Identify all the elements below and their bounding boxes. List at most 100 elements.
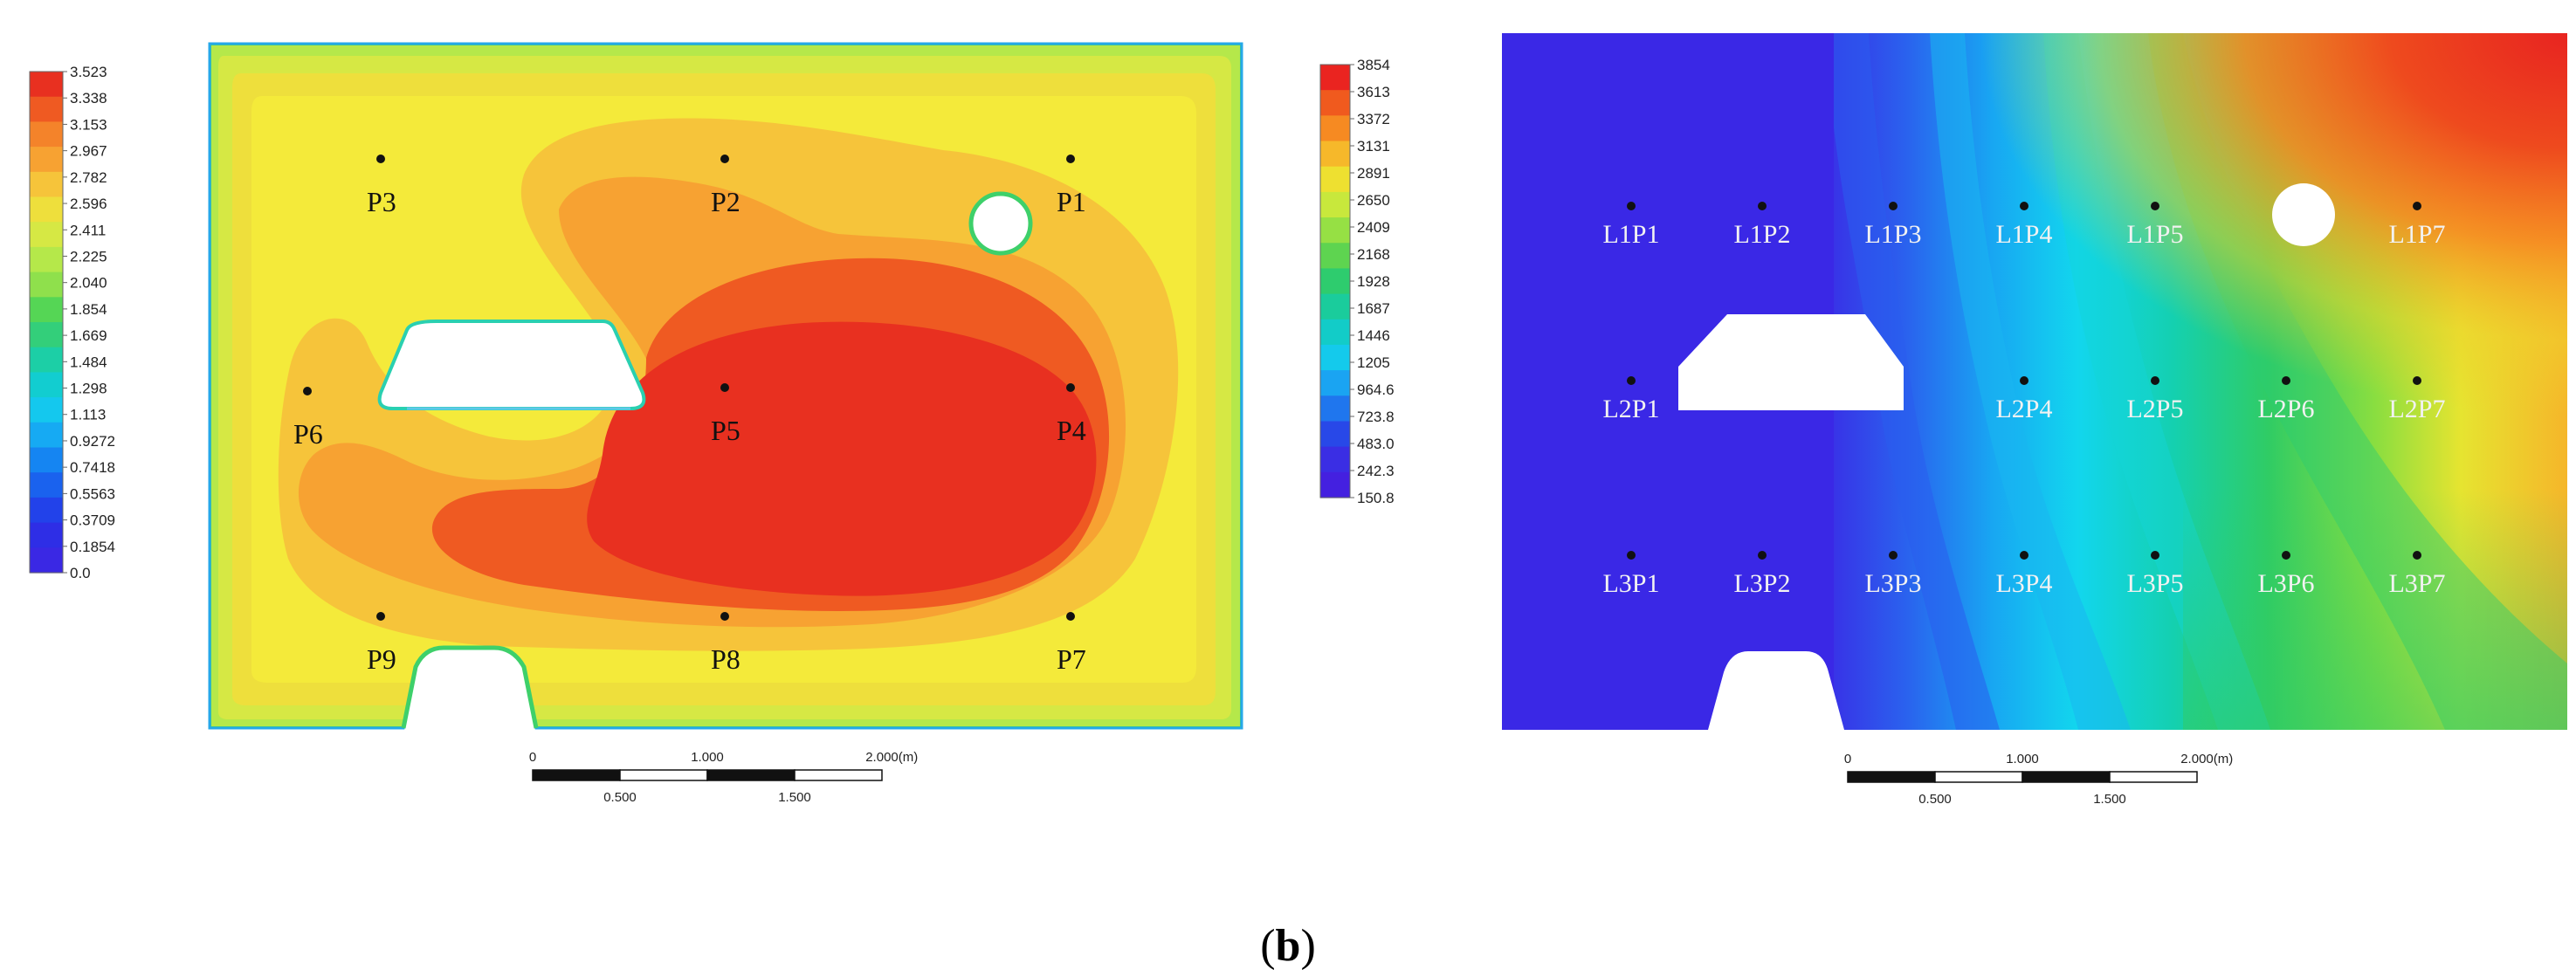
- monitor-point-label: P3: [367, 186, 396, 217]
- colorbar-band: [30, 497, 63, 524]
- colorbar-band: [1320, 243, 1350, 270]
- monitor-point-marker: [2151, 202, 2159, 210]
- scale-bar-unit: (m): [899, 750, 919, 765]
- colorbar-tick-label: 964.6: [1357, 381, 1395, 398]
- colorbar-band: [30, 147, 63, 173]
- scale-bar-segment: [706, 769, 796, 781]
- colorbar-band: [1320, 166, 1350, 193]
- colorbar-band: [30, 322, 63, 348]
- colorbar-tick-label: 1.669: [70, 327, 107, 344]
- colorbar-tick-label: 2.040: [70, 275, 107, 292]
- colorbar-tick-label: 2891: [1357, 165, 1390, 182]
- scale-bar-label: 2.000: [2180, 752, 2214, 766]
- colorbar-tick-label: 2650: [1357, 192, 1390, 209]
- colorbar-band: [30, 196, 63, 223]
- colorbar-tick-label: 0.9272: [70, 433, 115, 450]
- colorbar-band: [30, 372, 63, 398]
- colorbar-band: [30, 522, 63, 548]
- scale-bar-label: 1.000: [2006, 752, 2039, 766]
- colorbar-tick-label: 2.411: [70, 222, 106, 238]
- colorbar-band: [1320, 217, 1350, 244]
- monitor-point-marker: [1627, 376, 1636, 385]
- colorbar-tick-label: 1.854: [70, 301, 107, 318]
- colorbar-band: [1320, 319, 1350, 346]
- monitor-point-label: L3P3: [1864, 569, 1921, 598]
- velocity-colorbar: 3.523 3.338 3.153 2.967 2.782 2.596 2.411 2.225…: [29, 64, 115, 581]
- colorbar-band: [1320, 471, 1350, 498]
- monitor-point-label: L2P7: [2388, 395, 2445, 423]
- scale-bar-segment: [2109, 771, 2198, 783]
- band-7: [587, 321, 1097, 596]
- monitor-point-marker: [1758, 551, 1767, 560]
- monitor-point-marker: [2413, 551, 2421, 560]
- scale-bar-segment: [1934, 771, 2023, 783]
- monitor-point-marker: [720, 155, 729, 163]
- monitor-point-marker: [1889, 202, 1898, 210]
- colorbar-band: [1320, 370, 1350, 396]
- colorbar-tick-label: 3613: [1357, 84, 1390, 100]
- colorbar-tick-label: 3.338: [70, 90, 107, 107]
- scale-bar-segment: [1847, 771, 1936, 783]
- colorbar-tick-label: 723.8: [1357, 409, 1395, 425]
- colorbar-band: [1320, 65, 1350, 91]
- colorbar-band: [30, 347, 63, 373]
- colorbar-tick-label: 0.3709: [70, 512, 115, 529]
- monitor-point-label: P7: [1057, 643, 1086, 675]
- colorbar-tick-label: 1.298: [70, 381, 107, 397]
- monitor-point-label: P1: [1057, 186, 1086, 217]
- monitor-point-marker: [2413, 376, 2421, 385]
- colorbar-tick-label: 483.0: [1357, 436, 1395, 452]
- colorbar-band: [30, 121, 63, 148]
- monitor-point-marker: [1889, 551, 1898, 560]
- scale-bar-label: 0.500: [1918, 792, 1952, 807]
- monitor-point-label: L2P4: [1995, 395, 2052, 423]
- monitor-point-label: L3P1: [1602, 569, 1659, 598]
- colorbar-tick-label: 2.225: [70, 248, 107, 265]
- colorbar-tick-label: 2.596: [70, 196, 107, 212]
- monitor-point-marker: [2151, 376, 2159, 385]
- colorbar-tick-label: 2409: [1357, 219, 1390, 236]
- colorbar-tick-label: 3.523: [70, 64, 107, 80]
- colorbar-band: [1320, 90, 1350, 116]
- colorbar-tick-label: 0.1854: [70, 539, 115, 555]
- colorbar-band: [1320, 115, 1350, 142]
- monitor-point-label: L3P5: [2126, 569, 2183, 598]
- colorbar-tick-label: 3372: [1357, 111, 1390, 127]
- concentration-contour-plot: L1P1 L1P2 L1P3 L1P4 L1P5 L1P7 L2P1 L2P4 L2P5 L2P6…: [1502, 33, 2567, 730]
- scale-bar-label: 1.500: [778, 790, 811, 805]
- colorbar-tick-label: 2.967: [70, 143, 107, 160]
- colorbar-band: [1320, 293, 1350, 320]
- colorbar-band: [30, 297, 63, 323]
- colorbar-band: [30, 472, 63, 498]
- colorbar-band: [30, 447, 63, 473]
- monitor-point-label: P8: [711, 643, 740, 675]
- monitor-point-marker: [2020, 551, 2028, 560]
- colorbar-band: [30, 271, 63, 298]
- scale-bar-left: 0 1.000 2.000 (m) 0.500 1.500: [529, 750, 918, 805]
- colorbar-tick-label: 242.3: [1357, 463, 1395, 479]
- colorbar-tick-label: 3.153: [70, 116, 107, 133]
- monitor-point-label: L1P5: [2126, 220, 2183, 249]
- colorbar-band: [1320, 395, 1350, 423]
- scale-bar-segment: [619, 769, 708, 781]
- obstacle-trapezoid: [377, 320, 646, 410]
- monitor-point-marker: [720, 612, 729, 621]
- colorbar-band: [30, 222, 63, 248]
- colorbar-tick-label: 0.7418: [70, 459, 115, 476]
- pillar-circle: [2272, 183, 2335, 246]
- monitor-point-marker: [2020, 202, 2028, 210]
- monitor-point-marker: [2020, 376, 2028, 385]
- colorbar-band: [30, 72, 63, 98]
- concentration-colorbar: 3854 3613 3372 3131 2891 2650 2409 2168 1928 1687…: [1319, 57, 1395, 506]
- velocity-contour-plot: P1 P2 P3 P4 P5 P6 P7 P8 P9: [208, 42, 1243, 730]
- colorbar-band: [1320, 421, 1350, 448]
- monitor-point-label: L2P1: [1602, 395, 1659, 423]
- monitor-point-label: P4: [1057, 415, 1086, 446]
- monitor-point-marker: [303, 387, 312, 395]
- monitor-point-label: L3P6: [2257, 569, 2314, 598]
- colorbar-tick-label: 1446: [1357, 327, 1390, 344]
- monitor-point-marker: [1066, 155, 1075, 163]
- monitor-point-label: L1P2: [1733, 220, 1790, 249]
- colorbar-band: [1320, 344, 1350, 371]
